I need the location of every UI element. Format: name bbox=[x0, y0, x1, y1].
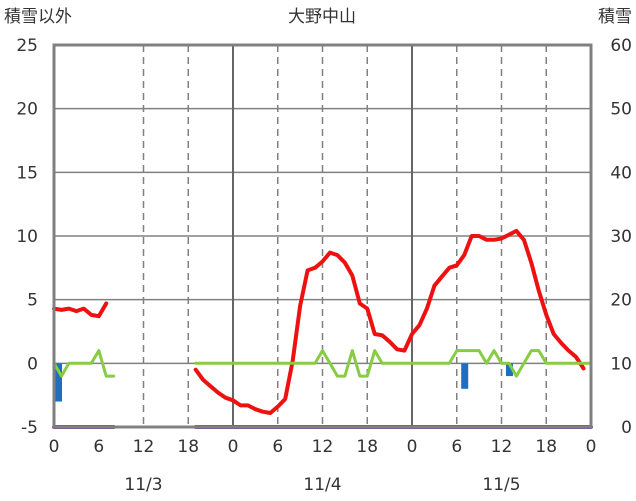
left-axis-label: 積雪以外 bbox=[4, 7, 72, 27]
x-tick-label: 6 bbox=[272, 437, 283, 457]
x-tick-label: 0 bbox=[228, 437, 239, 457]
plot-frame bbox=[52, 43, 593, 429]
x-tick-label: 0 bbox=[407, 437, 418, 457]
x-tick-label: 0 bbox=[586, 437, 597, 457]
right-axis-label: 積雪 bbox=[598, 7, 632, 27]
green-line bbox=[52, 349, 116, 378]
precip-bar bbox=[505, 363, 513, 377]
x-tick-label: 12 bbox=[133, 437, 155, 457]
right-tick-label: 30 bbox=[610, 227, 632, 247]
x-tick-label: 12 bbox=[491, 437, 513, 457]
right-tick-label: 10 bbox=[610, 354, 632, 374]
left-tick-label: 0 bbox=[27, 354, 38, 374]
chart-title: 大野中山 bbox=[288, 7, 356, 27]
precip-bar bbox=[461, 363, 469, 389]
date-label: 11/3 bbox=[124, 475, 162, 495]
x-tick-label: 0 bbox=[49, 437, 60, 457]
right-tick-label: 0 bbox=[621, 418, 632, 438]
x-tick-label: 6 bbox=[451, 437, 462, 457]
right-tick-label: 60 bbox=[610, 36, 632, 56]
precip-bars bbox=[55, 363, 513, 402]
right-tick-label: 50 bbox=[610, 100, 632, 120]
left-tick-label: 25 bbox=[16, 36, 38, 56]
left-tick-label: -5 bbox=[21, 418, 38, 438]
x-tick-label: 18 bbox=[535, 437, 557, 457]
date-label: 11/4 bbox=[303, 475, 341, 495]
right-tick-label: 40 bbox=[610, 163, 632, 183]
x-tick-label: 18 bbox=[356, 437, 378, 457]
green-line bbox=[194, 349, 593, 378]
left-tick-label: 20 bbox=[16, 100, 38, 120]
date-label: 11/5 bbox=[482, 475, 520, 495]
left-tick-label: 10 bbox=[16, 227, 38, 247]
x-tick-label: 12 bbox=[312, 437, 334, 457]
precip-bar bbox=[55, 363, 62, 402]
x-tick-label: 18 bbox=[177, 437, 199, 457]
x-tick-label: 6 bbox=[93, 437, 104, 457]
left-tick-label: 5 bbox=[27, 291, 38, 311]
temperature-line bbox=[193, 228, 586, 415]
right-tick-label: 20 bbox=[610, 291, 632, 311]
left-tick-label: 15 bbox=[16, 163, 38, 183]
temperature-line bbox=[52, 301, 109, 319]
